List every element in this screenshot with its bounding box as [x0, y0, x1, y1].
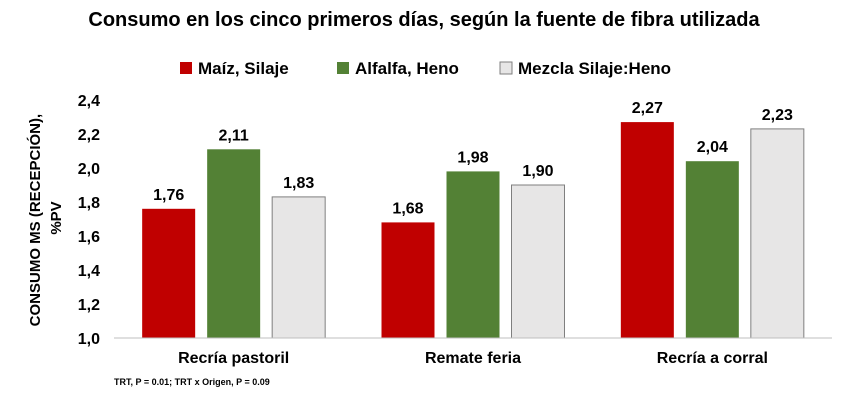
y-tick-label: 1,2: [78, 297, 100, 314]
data-label: 1,98: [457, 149, 488, 166]
legend-item: Mezcla Silaje:Heno: [499, 59, 671, 78]
footnote: TRT, P = 0.01; TRT x Origen, P = 0.09: [114, 377, 270, 387]
category-label: Recría a corral: [657, 350, 768, 367]
chart-title: Consumo en los cinco primeros días, segú…: [88, 9, 760, 31]
y-axis-label: CONSUMO MS (RECEPCIÓN), %PV: [26, 110, 65, 327]
data-label: 1,90: [522, 163, 553, 180]
legend-item: Alfalfa, Heno: [337, 59, 459, 78]
bar-3-2: [511, 184, 565, 339]
data-label: 2,23: [762, 107, 793, 124]
bar-2-3: [685, 161, 739, 338]
category-labels: Recría pastoril Remate feria Recría a corr…: [178, 350, 768, 367]
data-label: 1,76: [153, 187, 184, 204]
data-labels: 1,76 2,11 1,83 1,68 1,98 1,90 2,27 2,04 2,23: [153, 100, 793, 217]
bar-1-1: [142, 208, 196, 338]
legend-label: Mezcla Silaje:Heno: [518, 59, 671, 78]
y-tick-label: 2,0: [78, 161, 100, 178]
category-label: Remate feria: [425, 350, 521, 367]
legend-label: Maíz, Silaje: [198, 59, 289, 78]
category-label: Recría pastoril: [178, 350, 289, 367]
bar-1-2: [381, 222, 435, 338]
legend-swatch: [499, 61, 513, 75]
y-axis-label-line1: CONSUMO MS (RECEPCIÓN),: [26, 114, 44, 327]
legend-swatch: [180, 62, 192, 74]
bars: [142, 122, 805, 339]
y-axis-ticks: 1,0 1,2 1,4 1,6 1,8 2,0 2,2 2,4: [78, 93, 100, 348]
data-label: 2,04: [697, 139, 728, 156]
data-label: 1,83: [283, 175, 314, 192]
data-label: 2,27: [632, 100, 663, 117]
legend-item: Maíz, Silaje: [180, 59, 289, 78]
data-label: 1,68: [392, 200, 423, 217]
y-tick-label: 1,8: [78, 195, 100, 212]
y-tick-label: 2,4: [78, 93, 100, 110]
legend: Maíz, Silaje Alfalfa, Heno Mezcla Silaje:H…: [180, 59, 671, 78]
legend-swatch: [337, 62, 349, 74]
y-tick-label: 2,2: [78, 127, 100, 144]
legend-label: Alfalfa, Heno: [355, 59, 459, 78]
bar-2-2: [446, 171, 500, 338]
y-axis-label-line2: %PV: [48, 201, 65, 234]
bar-3-1: [271, 196, 326, 339]
bar-3-3: [750, 128, 805, 339]
data-label: 2,11: [219, 127, 249, 144]
y-tick-label: 1,0: [78, 331, 100, 348]
y-tick-label: 1,6: [78, 229, 100, 246]
bar-2-1: [207, 149, 261, 338]
y-tick-label: 1,4: [78, 263, 100, 280]
bar-1-3: [620, 122, 674, 338]
